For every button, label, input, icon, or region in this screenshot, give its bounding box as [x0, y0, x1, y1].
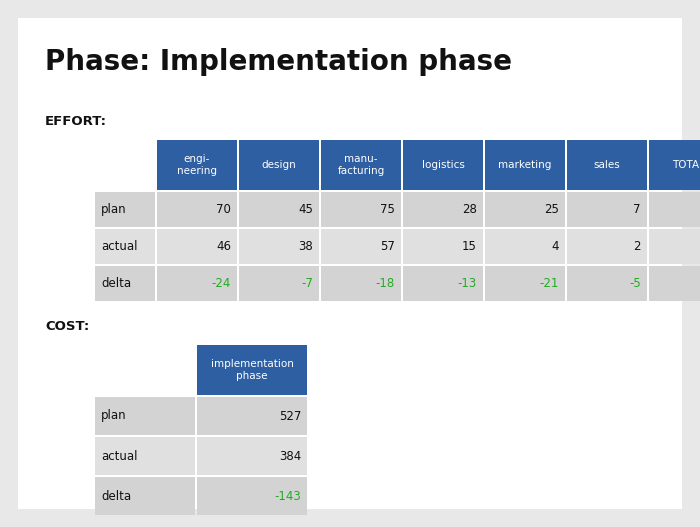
Bar	[197, 397, 307, 435]
Bar	[567, 229, 647, 264]
Text: delta: delta	[101, 490, 131, 503]
Bar	[485, 266, 565, 301]
Text: implementation
phase: implementation phase	[211, 359, 293, 381]
Bar	[197, 437, 307, 475]
Text: COST:: COST:	[45, 320, 90, 333]
Text: -143: -143	[274, 490, 301, 503]
Text: -13: -13	[458, 277, 477, 290]
Bar	[239, 229, 319, 264]
Bar	[95, 266, 155, 301]
Text: -24: -24	[211, 277, 231, 290]
Bar	[649, 229, 700, 264]
Bar	[567, 266, 647, 301]
Text: 25: 25	[544, 203, 559, 216]
Text: Phase: Implementation phase: Phase: Implementation phase	[45, 48, 512, 76]
Bar	[95, 397, 195, 435]
Bar	[649, 192, 700, 227]
Text: plan: plan	[101, 203, 127, 216]
Bar	[157, 192, 237, 227]
Text: plan: plan	[101, 409, 127, 423]
Text: design: design	[262, 160, 296, 170]
Text: -21: -21	[540, 277, 559, 290]
Bar	[239, 192, 319, 227]
Text: actual: actual	[101, 450, 137, 463]
Text: delta: delta	[101, 277, 131, 290]
Bar	[567, 192, 647, 227]
Bar	[95, 192, 155, 227]
Bar	[157, 266, 237, 301]
Text: logistics: logistics	[421, 160, 464, 170]
Text: -5: -5	[629, 277, 641, 290]
Text: 45: 45	[298, 203, 313, 216]
Bar	[95, 229, 155, 264]
Bar	[321, 140, 401, 190]
Text: manu-
facturing: manu- facturing	[337, 154, 384, 176]
Bar	[157, 140, 237, 190]
Bar	[485, 140, 565, 190]
Bar	[403, 192, 483, 227]
Text: EFFORT:: EFFORT:	[45, 115, 107, 128]
Bar	[95, 477, 195, 515]
Text: 75: 75	[380, 203, 395, 216]
Text: 15: 15	[462, 240, 477, 253]
Bar	[239, 266, 319, 301]
Bar	[197, 345, 307, 395]
Bar	[95, 437, 195, 475]
Text: TOTAL: TOTAL	[673, 160, 700, 170]
Text: 57: 57	[380, 240, 395, 253]
Text: engi-
neering: engi- neering	[177, 154, 217, 176]
Text: 2: 2	[634, 240, 641, 253]
Bar	[321, 192, 401, 227]
Bar	[239, 140, 319, 190]
Bar	[567, 140, 647, 190]
Bar	[321, 266, 401, 301]
Text: marketing: marketing	[498, 160, 552, 170]
Bar	[157, 229, 237, 264]
Text: -18: -18	[376, 277, 395, 290]
Text: 4: 4	[552, 240, 559, 253]
Bar	[197, 477, 307, 515]
Text: 28: 28	[462, 203, 477, 216]
Bar	[485, 192, 565, 227]
Bar	[403, 266, 483, 301]
Text: 70: 70	[216, 203, 231, 216]
Text: -7: -7	[301, 277, 313, 290]
Bar	[649, 140, 700, 190]
Text: 38: 38	[298, 240, 313, 253]
Text: 7: 7	[634, 203, 641, 216]
Bar	[321, 229, 401, 264]
Text: 384: 384	[279, 450, 301, 463]
Text: actual: actual	[101, 240, 137, 253]
Text: 527: 527	[279, 409, 301, 423]
Text: sales: sales	[594, 160, 620, 170]
Bar	[403, 229, 483, 264]
Bar	[649, 266, 700, 301]
Bar	[403, 140, 483, 190]
Bar	[485, 229, 565, 264]
Text: 46: 46	[216, 240, 231, 253]
